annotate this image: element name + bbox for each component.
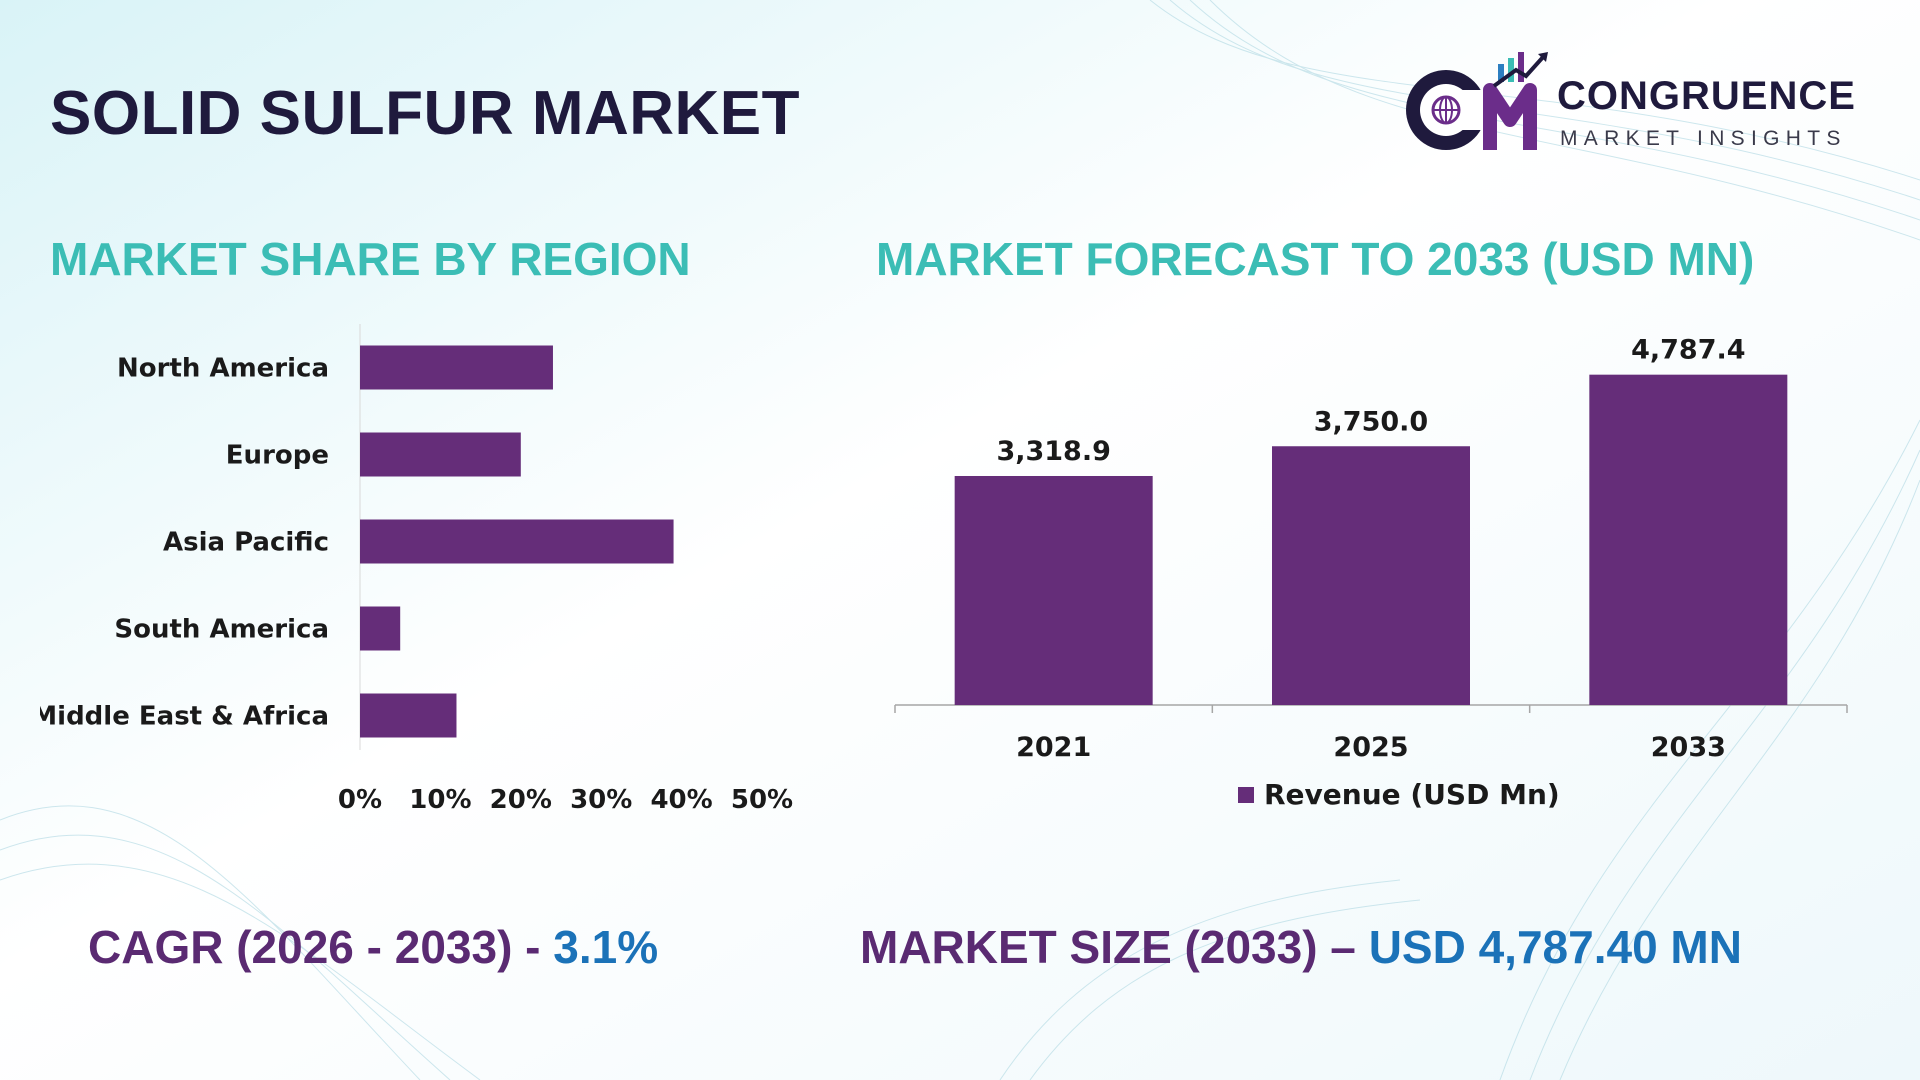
cagr-stat: CAGR (2026 - 2033) - 3.1% [88,920,658,974]
market-size-stat: MARKET SIZE (2033) – USD 4,787.40 MN [860,920,1742,974]
market-forecast-title: MARKET FORECAST TO 2033 (USD MN) [876,233,1755,285]
cagr-label: CAGR (2026 - 2033) - [88,921,541,973]
cagr-value: 3.1% [553,921,659,973]
forecast-category-label: 2033 [1651,732,1726,763]
forecast-bar [1272,446,1470,705]
congruence-logo [1406,52,1548,150]
brand-tagline: MARKET INSIGHTS [1560,127,1847,150]
forecast-category-label: 2025 [1333,732,1408,763]
share-tick-label: 40% [650,785,712,815]
share-tick-label: 20% [490,785,552,815]
forecast-data-label: 3,750.0 [1314,406,1428,437]
share-category-label: Asia Pacific [163,528,329,558]
share-tick-label: 50% [731,785,793,815]
share-bar [360,345,553,390]
legend-label: Revenue (USD Mn) [1264,778,1560,811]
forecast-category-label: 2021 [1016,732,1091,763]
share-category-label: Middle East & Africa [40,702,329,732]
forecast-data-label: 4,787.4 [1631,335,1745,366]
page-title: SOLID SULFUR MARKET [50,79,801,148]
market-share-chart: North America Europe Asia Pacific South Ame… [40,324,793,815]
share-category-label: Europe [226,441,329,471]
share-tick-label: 30% [570,785,632,815]
market-size-value: USD 4,787.40 MN [1368,921,1742,973]
share-bar [360,606,401,651]
forecast-bar [954,475,1153,705]
share-category-label: North America [117,354,329,384]
forecast-legend: Revenue (USD Mn) [1238,778,1560,811]
share-bar [360,432,521,477]
share-tick-label: 0% [338,785,382,815]
market-share-title: MARKET SHARE BY REGION [50,233,691,285]
brand-name: CONGRUENCE [1557,74,1856,118]
forecast-data-label: 3,318.9 [996,436,1110,467]
share-tick-label: 10% [409,785,471,815]
market-forecast-chart: 3,318.9 2021 3,750.0 2025 4,787.4 2033 [894,335,1848,763]
share-bar [360,693,457,738]
forecast-bar [1589,374,1788,705]
share-bar [360,519,674,564]
legend-swatch [1238,786,1254,803]
market-size-label: MARKET SIZE (2033) – [860,921,1356,973]
share-category-label: South America [114,615,329,645]
